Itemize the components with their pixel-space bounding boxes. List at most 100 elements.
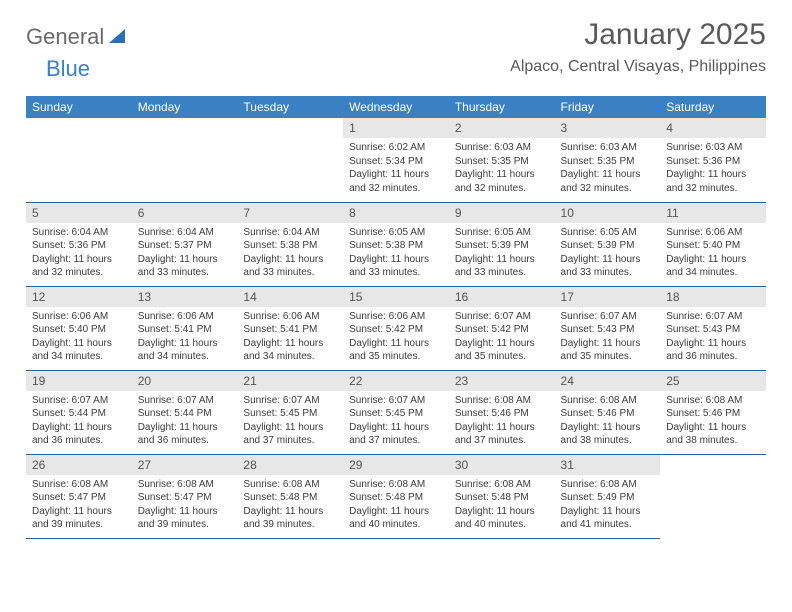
calendar-cell: 6Sunrise: 6:04 AMSunset: 5:37 PMDaylight…	[132, 202, 238, 286]
empty-cell	[132, 118, 238, 138]
calendar-cell: 9Sunrise: 6:05 AMSunset: 5:39 PMDaylight…	[449, 202, 555, 286]
calendar-row: 26Sunrise: 6:08 AMSunset: 5:47 PMDayligh…	[26, 454, 766, 538]
day-details: Sunrise: 6:04 AMSunset: 5:36 PMDaylight:…	[26, 223, 132, 286]
location-text: Alpaco, Central Visayas, Philippines	[510, 58, 766, 76]
brand-triangle-icon	[109, 29, 125, 43]
calendar-cell: 28Sunrise: 6:08 AMSunset: 5:48 PMDayligh…	[237, 454, 343, 538]
calendar-cell: 19Sunrise: 6:07 AMSunset: 5:44 PMDayligh…	[26, 370, 132, 454]
day-details: Sunrise: 6:08 AMSunset: 5:46 PMDaylight:…	[660, 391, 766, 454]
empty-cell	[26, 118, 132, 138]
day-details: Sunrise: 6:06 AMSunset: 5:42 PMDaylight:…	[343, 307, 449, 370]
title-block: January 2025 Alpaco, Central Visayas, Ph…	[510, 18, 766, 76]
calendar-cell: 11Sunrise: 6:06 AMSunset: 5:40 PMDayligh…	[660, 202, 766, 286]
calendar-cell: 29Sunrise: 6:08 AMSunset: 5:48 PMDayligh…	[343, 454, 449, 538]
calendar-cell: 4Sunrise: 6:03 AMSunset: 5:36 PMDaylight…	[660, 118, 766, 202]
day-number: 18	[660, 287, 766, 307]
col-tuesday: Tuesday	[237, 96, 343, 118]
day-details: Sunrise: 6:05 AMSunset: 5:39 PMDaylight:…	[449, 223, 555, 286]
day-details: Sunrise: 6:02 AMSunset: 5:34 PMDaylight:…	[343, 138, 449, 201]
brand-logo: General	[26, 24, 127, 50]
brand-part1: General	[26, 24, 104, 50]
col-sunday: Sunday	[26, 96, 132, 118]
day-details: Sunrise: 6:03 AMSunset: 5:36 PMDaylight:…	[660, 138, 766, 201]
day-details: Sunrise: 6:03 AMSunset: 5:35 PMDaylight:…	[449, 138, 555, 201]
day-details: Sunrise: 6:03 AMSunset: 5:35 PMDaylight:…	[555, 138, 661, 201]
day-details: Sunrise: 6:08 AMSunset: 5:47 PMDaylight:…	[26, 475, 132, 538]
calendar-cell: 30Sunrise: 6:08 AMSunset: 5:48 PMDayligh…	[449, 454, 555, 538]
day-number: 13	[132, 287, 238, 307]
day-number: 8	[343, 203, 449, 223]
day-details: Sunrise: 6:08 AMSunset: 5:49 PMDaylight:…	[555, 475, 661, 538]
day-details: Sunrise: 6:08 AMSunset: 5:48 PMDaylight:…	[343, 475, 449, 538]
calendar-cell: 24Sunrise: 6:08 AMSunset: 5:46 PMDayligh…	[555, 370, 661, 454]
calendar-cell	[132, 118, 238, 202]
day-details: Sunrise: 6:04 AMSunset: 5:38 PMDaylight:…	[237, 223, 343, 286]
month-title: January 2025	[510, 18, 766, 52]
calendar-cell: 18Sunrise: 6:07 AMSunset: 5:43 PMDayligh…	[660, 286, 766, 370]
day-details: Sunrise: 6:05 AMSunset: 5:39 PMDaylight:…	[555, 223, 661, 286]
calendar-cell: 21Sunrise: 6:07 AMSunset: 5:45 PMDayligh…	[237, 370, 343, 454]
calendar-cell: 13Sunrise: 6:06 AMSunset: 5:41 PMDayligh…	[132, 286, 238, 370]
day-number: 10	[555, 203, 661, 223]
day-details: Sunrise: 6:08 AMSunset: 5:47 PMDaylight:…	[132, 475, 238, 538]
day-details: Sunrise: 6:07 AMSunset: 5:45 PMDaylight:…	[343, 391, 449, 454]
day-number: 6	[132, 203, 238, 223]
day-number: 4	[660, 118, 766, 138]
calendar-page: General January 2025 Alpaco, Central Vis…	[0, 0, 792, 549]
calendar-body: 1Sunrise: 6:02 AMSunset: 5:34 PMDaylight…	[26, 118, 766, 538]
day-number: 12	[26, 287, 132, 307]
day-details: Sunrise: 6:07 AMSunset: 5:43 PMDaylight:…	[660, 307, 766, 370]
calendar-row: 5Sunrise: 6:04 AMSunset: 5:36 PMDaylight…	[26, 202, 766, 286]
calendar-cell: 15Sunrise: 6:06 AMSunset: 5:42 PMDayligh…	[343, 286, 449, 370]
calendar-cell: 1Sunrise: 6:02 AMSunset: 5:34 PMDaylight…	[343, 118, 449, 202]
day-number: 7	[237, 203, 343, 223]
day-details: Sunrise: 6:04 AMSunset: 5:37 PMDaylight:…	[132, 223, 238, 286]
day-number: 2	[449, 118, 555, 138]
day-details: Sunrise: 6:06 AMSunset: 5:40 PMDaylight:…	[26, 307, 132, 370]
calendar-cell: 2Sunrise: 6:03 AMSunset: 5:35 PMDaylight…	[449, 118, 555, 202]
day-details: Sunrise: 6:07 AMSunset: 5:44 PMDaylight:…	[26, 391, 132, 454]
day-number: 25	[660, 371, 766, 391]
day-details: Sunrise: 6:07 AMSunset: 5:43 PMDaylight:…	[555, 307, 661, 370]
day-number: 21	[237, 371, 343, 391]
calendar-cell: 17Sunrise: 6:07 AMSunset: 5:43 PMDayligh…	[555, 286, 661, 370]
calendar-row: 1Sunrise: 6:02 AMSunset: 5:34 PMDaylight…	[26, 118, 766, 202]
calendar-table: Sunday Monday Tuesday Wednesday Thursday…	[26, 96, 766, 539]
calendar-row: 19Sunrise: 6:07 AMSunset: 5:44 PMDayligh…	[26, 370, 766, 454]
calendar-cell: 10Sunrise: 6:05 AMSunset: 5:39 PMDayligh…	[555, 202, 661, 286]
day-details: Sunrise: 6:07 AMSunset: 5:44 PMDaylight:…	[132, 391, 238, 454]
col-wednesday: Wednesday	[343, 96, 449, 118]
day-number: 16	[449, 287, 555, 307]
calendar-cell: 27Sunrise: 6:08 AMSunset: 5:47 PMDayligh…	[132, 454, 238, 538]
calendar-cell: 3Sunrise: 6:03 AMSunset: 5:35 PMDaylight…	[555, 118, 661, 202]
day-number: 27	[132, 455, 238, 475]
calendar-cell: 16Sunrise: 6:07 AMSunset: 5:42 PMDayligh…	[449, 286, 555, 370]
day-number: 11	[660, 203, 766, 223]
calendar-cell: 31Sunrise: 6:08 AMSunset: 5:49 PMDayligh…	[555, 454, 661, 538]
calendar-cell: 26Sunrise: 6:08 AMSunset: 5:47 PMDayligh…	[26, 454, 132, 538]
empty-cell	[237, 118, 343, 138]
calendar-cell: 14Sunrise: 6:06 AMSunset: 5:41 PMDayligh…	[237, 286, 343, 370]
day-number: 22	[343, 371, 449, 391]
day-details: Sunrise: 6:07 AMSunset: 5:45 PMDaylight:…	[237, 391, 343, 454]
day-number: 29	[343, 455, 449, 475]
calendar-cell: 23Sunrise: 6:08 AMSunset: 5:46 PMDayligh…	[449, 370, 555, 454]
weekday-header-row: Sunday Monday Tuesday Wednesday Thursday…	[26, 96, 766, 118]
day-number: 26	[26, 455, 132, 475]
calendar-cell: 20Sunrise: 6:07 AMSunset: 5:44 PMDayligh…	[132, 370, 238, 454]
day-details: Sunrise: 6:06 AMSunset: 5:41 PMDaylight:…	[237, 307, 343, 370]
day-number: 3	[555, 118, 661, 138]
day-details: Sunrise: 6:08 AMSunset: 5:48 PMDaylight:…	[449, 475, 555, 538]
col-thursday: Thursday	[449, 96, 555, 118]
day-number: 17	[555, 287, 661, 307]
calendar-cell	[237, 118, 343, 202]
day-details: Sunrise: 6:05 AMSunset: 5:38 PMDaylight:…	[343, 223, 449, 286]
calendar-cell	[660, 454, 766, 538]
calendar-cell: 5Sunrise: 6:04 AMSunset: 5:36 PMDaylight…	[26, 202, 132, 286]
day-details: Sunrise: 6:07 AMSunset: 5:42 PMDaylight:…	[449, 307, 555, 370]
day-details: Sunrise: 6:06 AMSunset: 5:41 PMDaylight:…	[132, 307, 238, 370]
day-number: 30	[449, 455, 555, 475]
day-number: 24	[555, 371, 661, 391]
day-details: Sunrise: 6:08 AMSunset: 5:48 PMDaylight:…	[237, 475, 343, 538]
day-number: 15	[343, 287, 449, 307]
